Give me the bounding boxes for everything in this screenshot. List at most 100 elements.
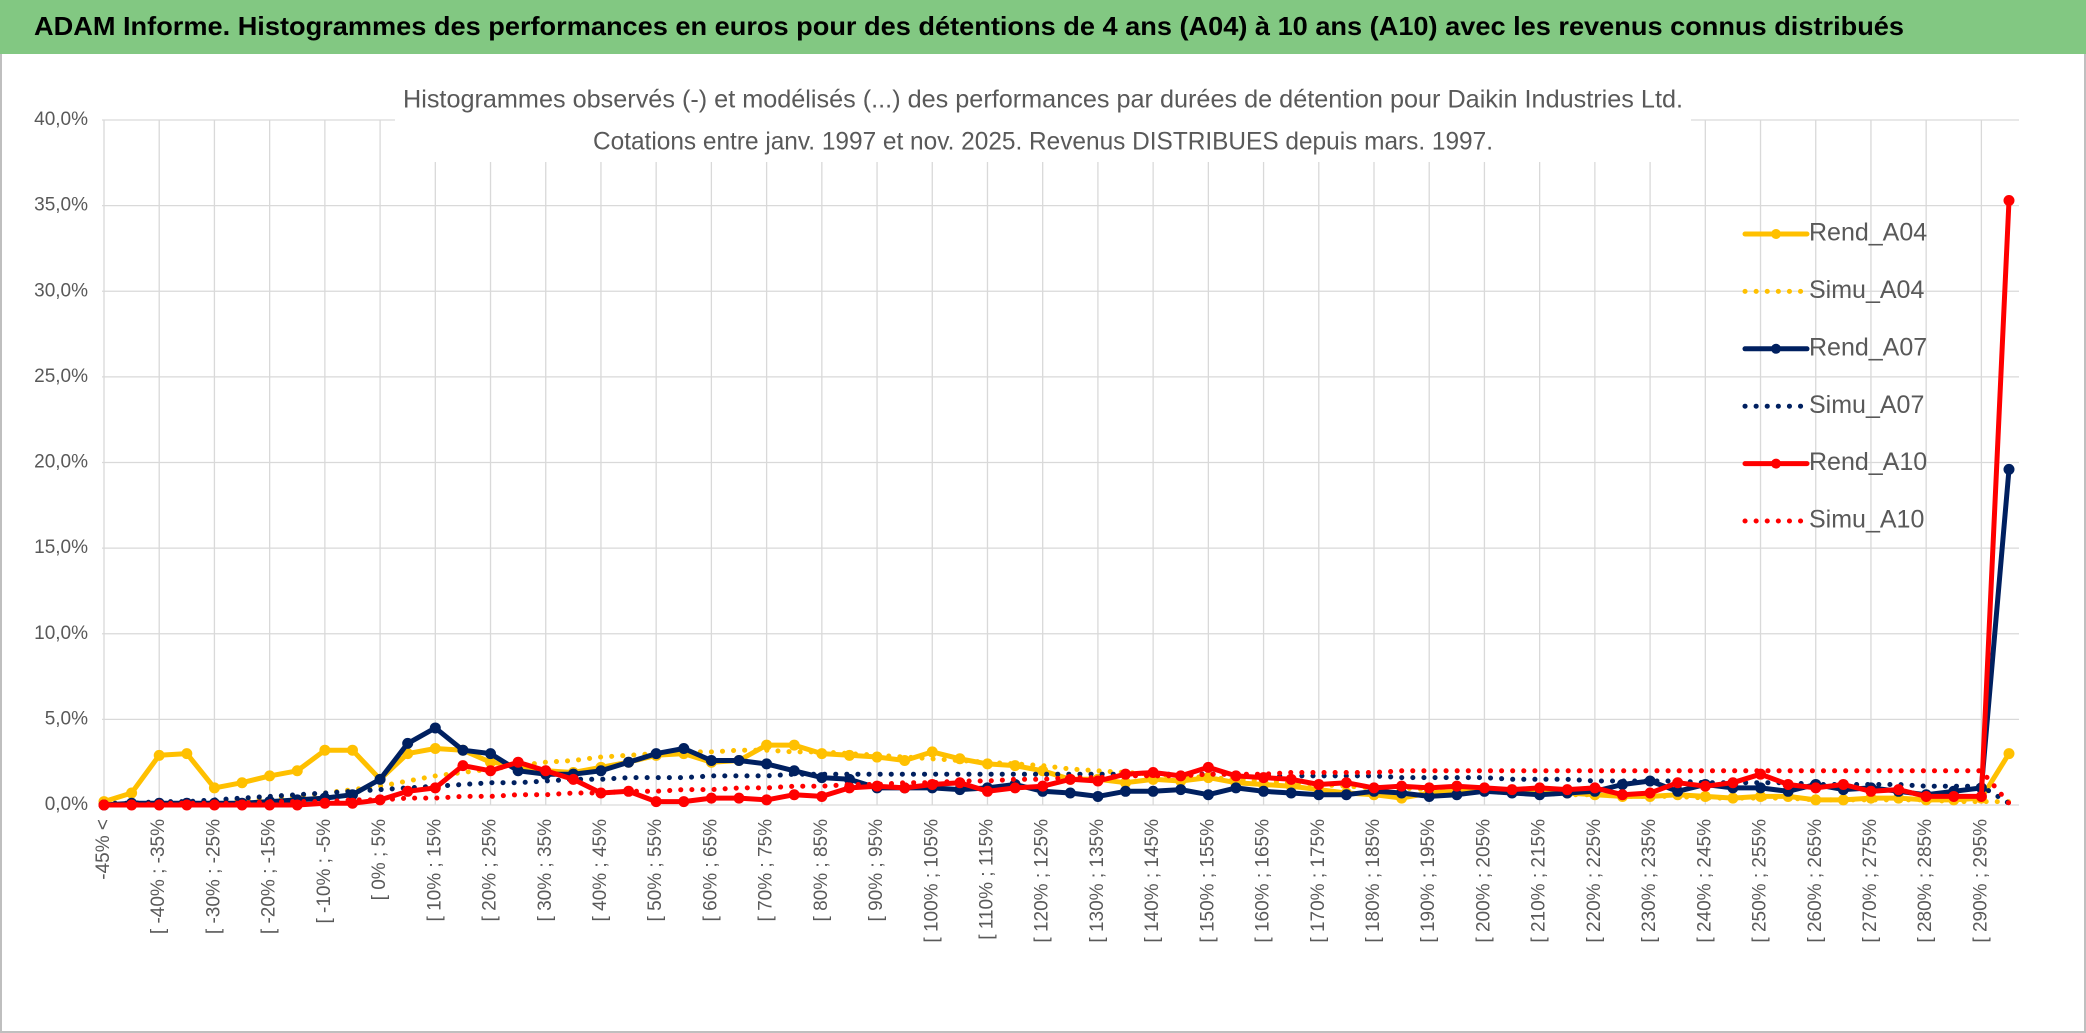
marker — [126, 787, 138, 799]
x-tick-label: [ 120% ; 125% — [1032, 819, 1053, 943]
chart-subtitle: Cotations entre janv. 1997 et nov. 2025.… — [593, 128, 1493, 156]
header-bar — [0, 0, 2086, 54]
x-tick-label: [ -40% ; -35% — [148, 819, 169, 934]
y-tick-label: 25,0% — [34, 366, 88, 387]
legend-label: Simu_A10 — [1809, 506, 1924, 534]
marker — [429, 782, 441, 794]
marker — [1672, 777, 1684, 789]
x-tick-label: [ -30% ; -25% — [203, 819, 224, 934]
x-tick-label: [ 210% ; 215% — [1529, 819, 1550, 943]
title-background — [395, 82, 1691, 162]
x-tick-label: [ 290% ; 295% — [1970, 819, 1991, 943]
x-tick-label: [ 30% ; 35% — [535, 819, 556, 922]
marker — [1478, 782, 1490, 794]
marker — [981, 785, 993, 797]
marker — [1755, 782, 1767, 794]
y-tick-label: 35,0% — [34, 195, 88, 216]
marker — [1202, 789, 1214, 801]
x-tick-label: [ 130% ; 135% — [1087, 819, 1108, 943]
x-tick-label: [ 80% ; 85% — [811, 819, 832, 922]
x-tick-label: [ 90% ; 95% — [866, 819, 887, 922]
marker — [402, 737, 414, 749]
marker — [1810, 782, 1822, 794]
marker — [485, 765, 497, 777]
plot-area: 0,0% 5,0% 10,0% 15,0% 20,0% 25,0% 30,0% 35,0% 40… — [34, 109, 2019, 943]
marker — [2003, 194, 2015, 206]
marker — [1837, 778, 1849, 790]
marker — [402, 785, 414, 797]
marker — [816, 790, 828, 802]
x-tick-label: [ 140% ; 145% — [1142, 819, 1163, 943]
marker — [1782, 778, 1794, 790]
x-tick-label: [ 250% ; 255% — [1750, 819, 1771, 943]
marker — [2003, 748, 2015, 760]
y-tick-label: 15,0% — [34, 537, 88, 558]
x-tick-label: [ 60% ; 65% — [700, 819, 721, 922]
x-tick-label: [ -10% ; -5% — [314, 819, 335, 924]
x-tick-label: [ 230% ; 235% — [1639, 819, 1660, 943]
x-tick-label: [ 70% ; 75% — [756, 819, 777, 922]
x-tick-label: [ 20% ; 25% — [480, 819, 501, 922]
x-tick-label: [ 180% ; 185% — [1363, 819, 1384, 943]
marker — [1948, 790, 1960, 802]
marker — [733, 754, 745, 766]
x-tick-label: [ 150% ; 155% — [1197, 819, 1218, 943]
y-tick-label: 0,0% — [45, 794, 88, 815]
marker — [1092, 790, 1104, 802]
legend-label: Rend_A10 — [1809, 448, 1927, 476]
marker — [1423, 782, 1435, 794]
line — [101, 466, 2012, 808]
marker — [1285, 787, 1297, 799]
x-tick-label: [ 40% ; 45% — [590, 819, 611, 922]
x-tick-label: [ 170% ; 175% — [1308, 819, 1329, 943]
marker — [153, 749, 165, 761]
marker — [1313, 789, 1325, 801]
marker — [1120, 785, 1132, 797]
marker — [1975, 790, 1987, 802]
marker — [208, 782, 220, 794]
marker — [1561, 784, 1573, 796]
x-tick-label: -45% < — [93, 819, 114, 880]
marker — [1644, 787, 1656, 799]
marker — [1064, 787, 1076, 799]
marker — [650, 748, 662, 760]
x-tick-label: [ 270% ; 275% — [1860, 819, 1881, 943]
line — [101, 198, 2012, 808]
x-tick-label: [ 220% ; 225% — [1584, 819, 1605, 943]
marker — [1534, 782, 1546, 794]
marker — [374, 773, 386, 785]
dotted-line — [101, 768, 2012, 808]
y-tick-label: 5,0% — [45, 708, 88, 729]
marker — [1147, 785, 1159, 797]
marker — [512, 756, 524, 768]
marker — [1616, 789, 1628, 801]
marker — [1009, 782, 1021, 794]
marker — [1920, 790, 1932, 802]
legend-label: Simu_A04 — [1809, 276, 1924, 304]
x-tick-label: [ 240% ; 245% — [1694, 819, 1715, 943]
marker — [540, 765, 552, 777]
marker — [457, 760, 469, 772]
legend: Rend_A04 Simu_A04 Rend_A07 Simu_A07 Rend_A10… — [1742, 219, 1927, 534]
marker — [1340, 777, 1352, 789]
y-tick-label: 30,0% — [34, 280, 88, 301]
y-tick-label: 10,0% — [34, 623, 88, 644]
marker — [264, 770, 276, 782]
x-tick-label: [ 10% ; 15% — [424, 819, 445, 922]
marker — [899, 754, 911, 766]
marker — [1865, 785, 1877, 797]
marker — [1258, 772, 1270, 784]
legend-marker — [1771, 229, 1781, 239]
marker — [346, 744, 358, 756]
x-tick-label: [ 50% ; 55% — [645, 819, 666, 922]
marker — [1202, 761, 1214, 773]
marker — [1589, 782, 1601, 794]
legend-label: Rend_A07 — [1809, 333, 1927, 361]
legend-marker — [1771, 458, 1781, 469]
marker — [678, 742, 690, 754]
marker — [1285, 773, 1297, 785]
marker — [650, 796, 662, 808]
marker — [1313, 778, 1325, 790]
marker — [1699, 780, 1711, 792]
marker — [1037, 780, 1049, 792]
